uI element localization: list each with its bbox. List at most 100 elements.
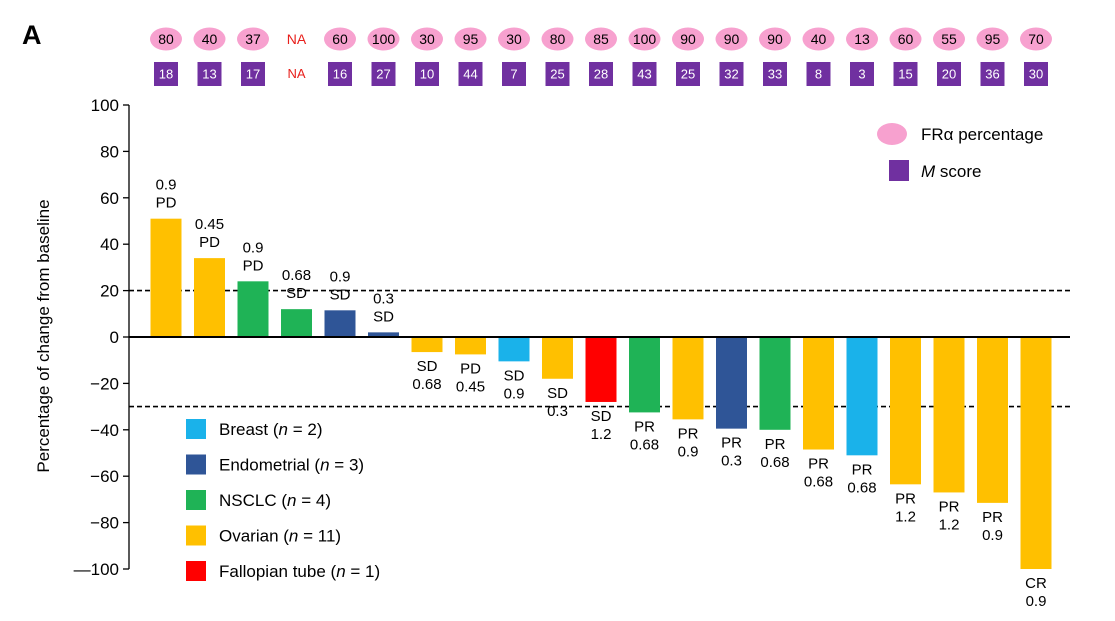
cancer-legend-label: Ovarian (n = 11) [219, 527, 341, 546]
bar-dose-label: 0.68 [847, 479, 876, 496]
fra-marker [193, 27, 226, 51]
m-score-value: 30 [1029, 67, 1043, 82]
bar [411, 337, 443, 353]
cancer-legend-label: NSCLC (n = 4) [219, 491, 331, 510]
m-score-marker [850, 62, 874, 86]
fra-value: 30 [419, 31, 435, 47]
bar-dose-label: 0.45 [195, 216, 224, 233]
fra-marker [411, 27, 443, 51]
fra-marker [933, 27, 965, 51]
m-score-marker [763, 62, 787, 86]
m-score-legend-swatch [889, 160, 909, 181]
y-tick-label: 100 [91, 96, 119, 115]
bar [759, 337, 791, 430]
fra-marker [541, 27, 574, 51]
y-tick-label: —100 [74, 560, 119, 579]
m-score-na-label: NA [287, 66, 305, 81]
m-score-marker [632, 62, 657, 86]
m-score-value: 17 [246, 67, 260, 82]
bar-dose-label: 1.2 [895, 508, 916, 525]
m-score-value: 25 [550, 67, 564, 82]
fra-marker [628, 27, 661, 51]
bar [498, 337, 530, 362]
m-score-value: 20 [942, 67, 956, 82]
fra-marker [889, 27, 922, 51]
bar-response-label: PD [460, 360, 481, 377]
fra-value: 80 [158, 31, 174, 47]
bar [585, 337, 617, 402]
bar-dose-label: 0.9 [982, 527, 1003, 544]
fra-value: 13 [854, 31, 870, 47]
m-score-marker [241, 62, 265, 86]
bar-dose-label: 0.3 [721, 453, 742, 470]
bar-response-label: PR [765, 436, 786, 453]
fra-marker [715, 27, 748, 51]
fra-value: 60 [898, 31, 914, 47]
bar-dose-label: 0.3 [373, 290, 394, 307]
bar-response-label: PR [678, 425, 699, 442]
fra-marker [454, 27, 487, 51]
m-score-marker [589, 62, 613, 86]
bar-dose-label: 0.9 [330, 268, 351, 285]
fra-value: 60 [332, 31, 348, 47]
m-score-value: 15 [898, 67, 912, 82]
bar-dose-label: 0.68 [804, 474, 833, 491]
cancer-legend-label: Breast (n = 2) [219, 420, 323, 439]
bar-response-label: PR [895, 490, 916, 507]
cancer-legend-swatch [186, 490, 206, 510]
m-score-value: 27 [376, 67, 390, 82]
bar-dose-label: 0.45 [456, 378, 485, 395]
bar-dose-label: 0.68 [412, 376, 441, 393]
marker-rows: 80 18 40 13 37 17 NA NA 60 16 100 27 30 10 95 44 30 7 80 25… [150, 27, 1052, 86]
bar-response-label: SD [591, 408, 612, 425]
m-score-value: 43 [637, 67, 651, 82]
m-score-legend-label: M score [921, 162, 981, 181]
bar [237, 281, 269, 337]
bar-response-label: PR [634, 418, 655, 435]
bar-dose-label: 0.3 [547, 403, 568, 420]
bar-response-label: CR [1025, 575, 1047, 592]
fra-value: 70 [1028, 31, 1044, 47]
y-tick-label: −60 [90, 467, 119, 486]
m-score-value: 8 [815, 67, 822, 82]
y-tick-label: 0 [110, 328, 119, 347]
cancer-type-legend: Breast (n = 2) Endometrial (n = 3) NSCLC (… [186, 419, 380, 581]
fra-value: 40 [811, 31, 827, 47]
bar [194, 258, 225, 337]
bar-response-label: SD [330, 286, 351, 303]
fra-marker [846, 27, 878, 51]
bar-dose-label: 1.2 [591, 426, 612, 443]
y-tick-label: 80 [100, 142, 119, 161]
m-score-value: 3 [858, 67, 865, 82]
bar-dose-label: 0.68 [630, 436, 659, 453]
m-score-value: 7 [510, 67, 517, 82]
fra-value: 90 [680, 31, 696, 47]
fra-marker [150, 27, 182, 51]
m-score-marker [197, 62, 222, 86]
m-score-marker [371, 62, 396, 86]
m-score-marker [937, 62, 961, 86]
cancer-legend-label: Fallopian tube (n = 1) [219, 562, 380, 581]
fra-legend-label: FRα percentage [921, 125, 1043, 144]
bar [803, 337, 834, 450]
m-score-marker [328, 62, 352, 86]
bar [890, 337, 921, 485]
bar [281, 309, 312, 337]
cancer-legend-swatch [186, 419, 206, 439]
fra-value: 40 [202, 31, 218, 47]
m-score-marker [154, 62, 178, 86]
m-score-marker [980, 62, 1005, 86]
m-score-value: 33 [768, 67, 782, 82]
cancer-legend-swatch [186, 525, 206, 546]
bar-response-label: PR [721, 435, 742, 452]
bar [933, 337, 965, 493]
fra-value: 100 [372, 31, 396, 47]
m-score-marker [1024, 62, 1048, 86]
bar-dose-label: 0.9 [1026, 593, 1047, 610]
bar-dose-label: 0.68 [282, 267, 311, 284]
bar [455, 337, 486, 355]
bar-response-label: PR [808, 456, 829, 473]
bar [1020, 337, 1052, 569]
y-axis: 100 80 60 40 20 0 −20 −40 −60 −80 —100 [74, 96, 130, 579]
